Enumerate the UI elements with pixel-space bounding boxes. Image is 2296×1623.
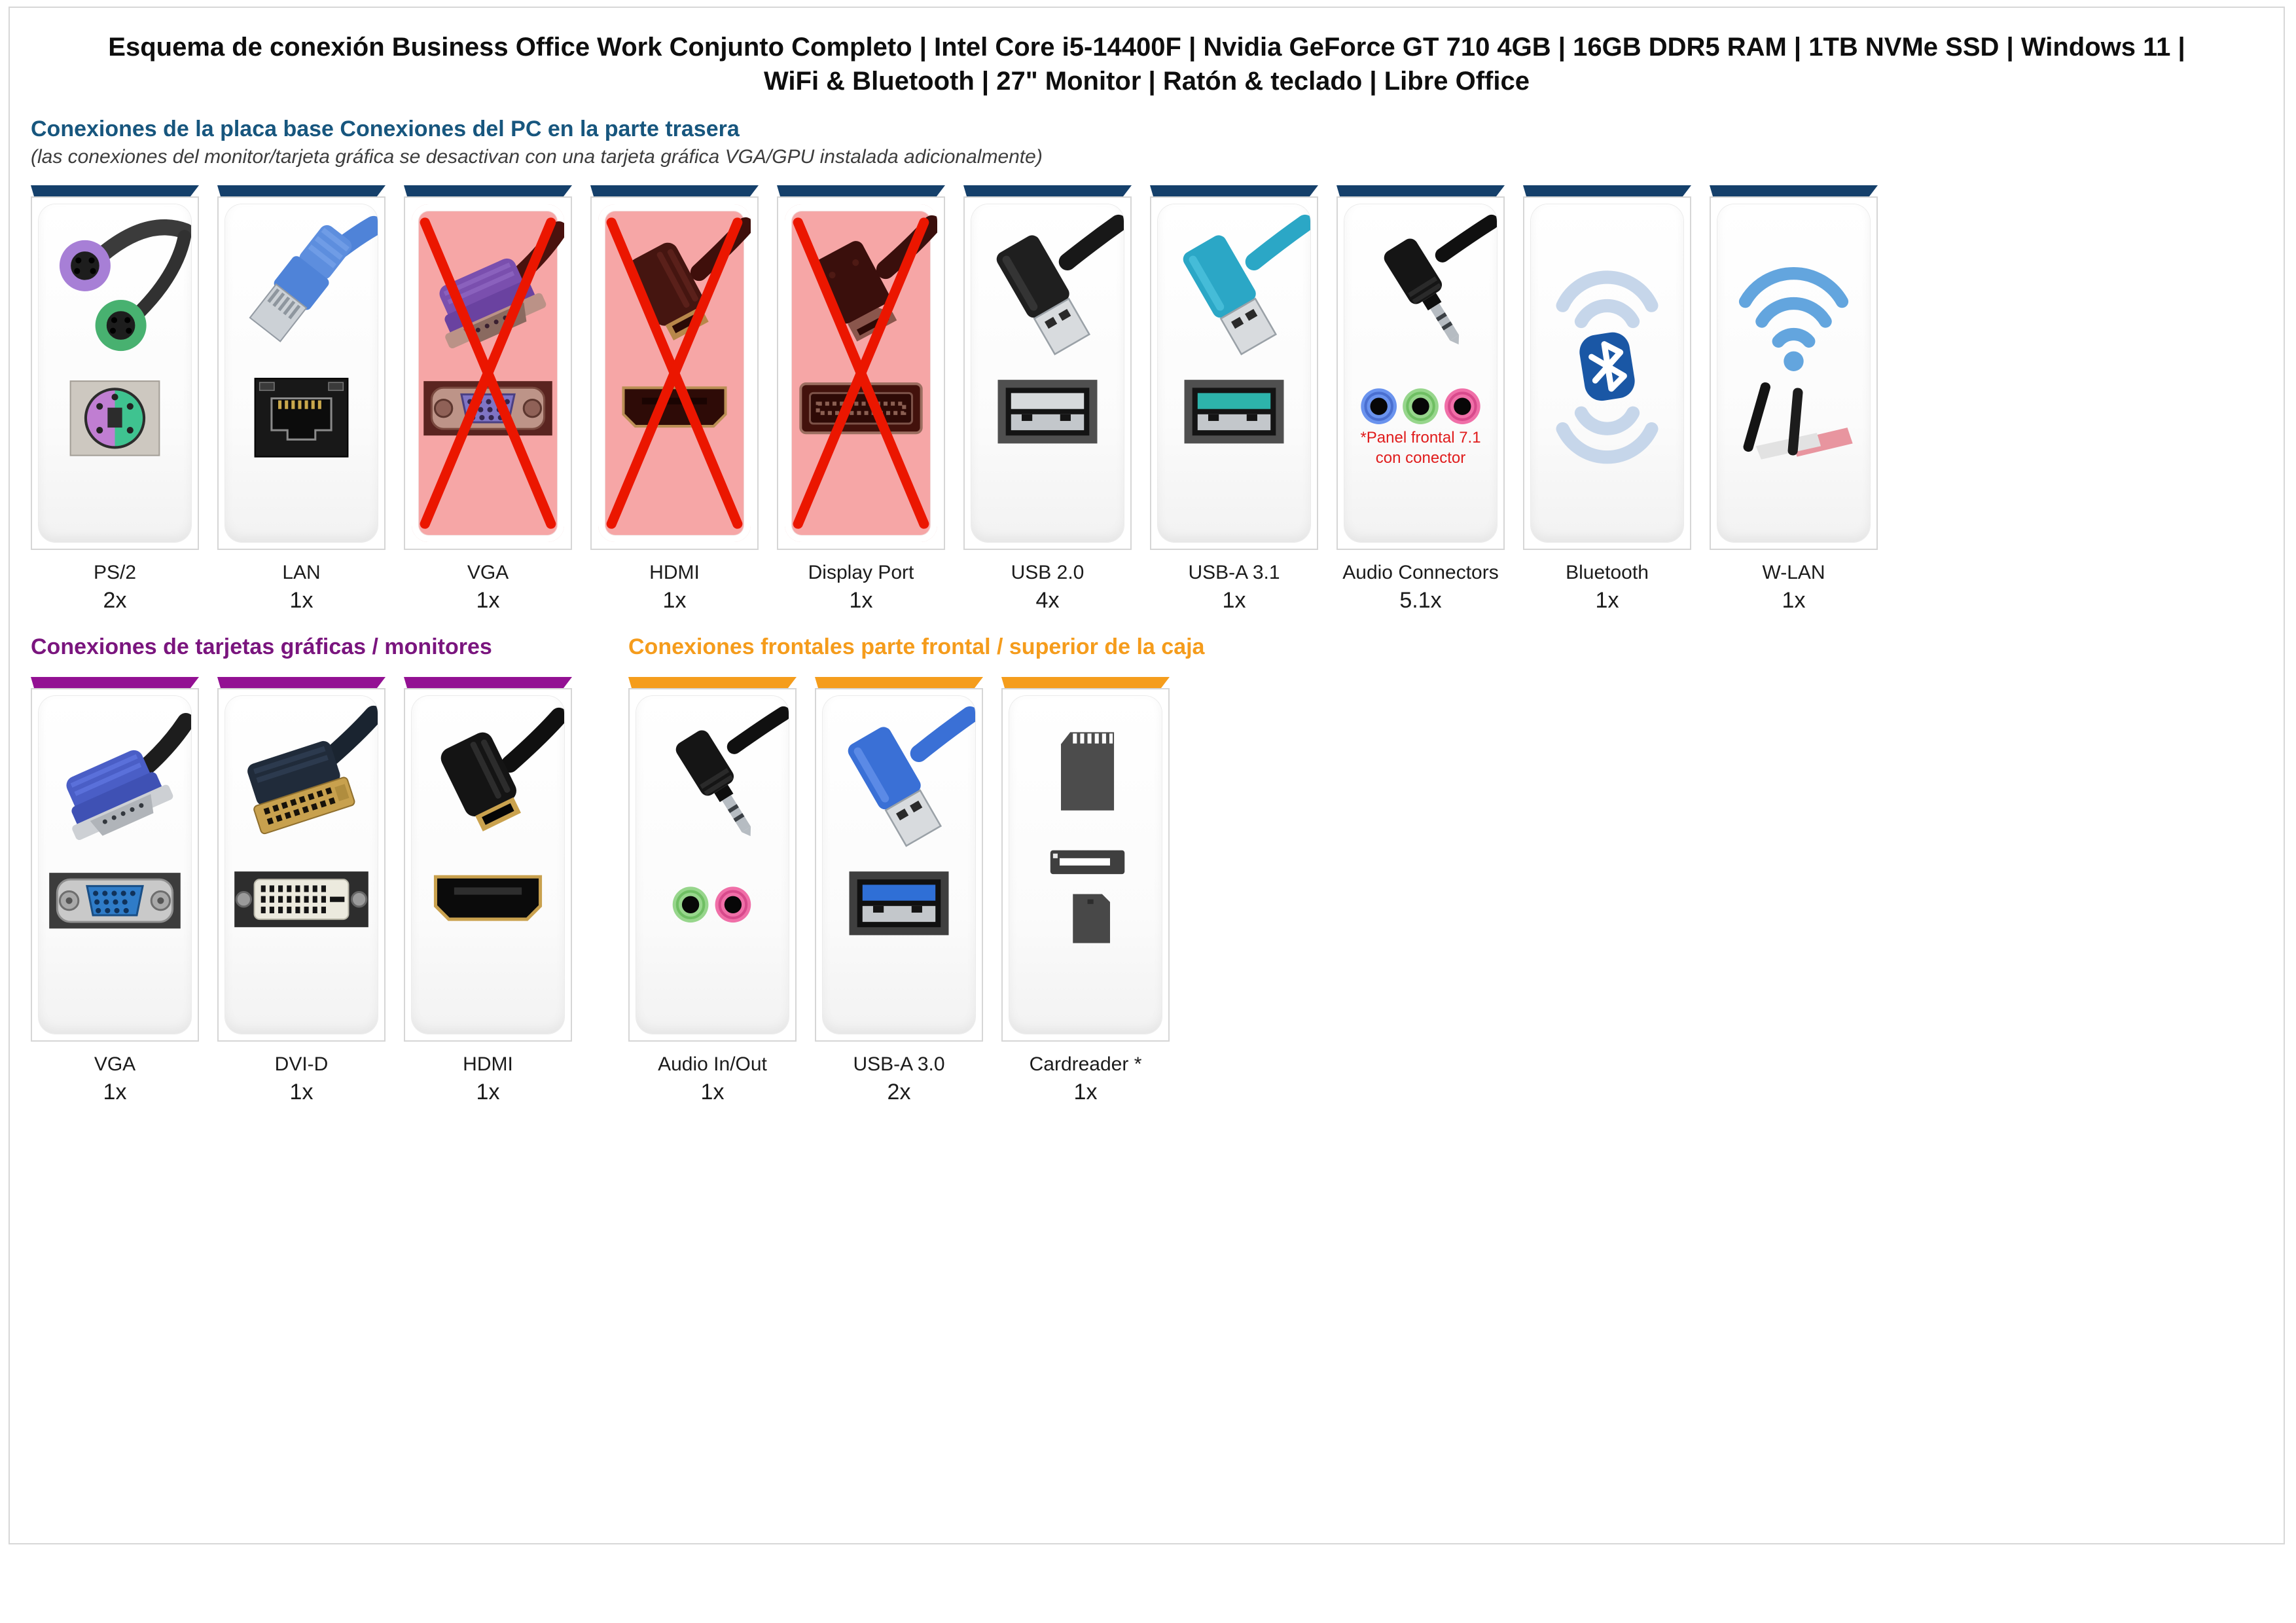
bluetooth-icon [1556, 270, 1659, 464]
front-connections-row: Audio In/Out 1x [628, 677, 1204, 1105]
vga-connector-icon [49, 713, 191, 929]
section-front: Conexiones frontales parte frontal / sup… [628, 634, 1204, 1105]
card-count: 1x [476, 588, 500, 613]
audio-jack-ports [672, 886, 751, 923]
card-count: 1x [289, 1080, 314, 1104]
accent-bar [777, 185, 945, 196]
disabled-cross-icon [420, 217, 556, 529]
card-label: Audio Connectors [1342, 562, 1499, 583]
card-label: USB 2.0 [1011, 562, 1085, 583]
audio-jack-icon [672, 706, 789, 923]
card-label: VGA [94, 1053, 136, 1075]
card-count: 1x [476, 1080, 500, 1104]
disabled-cross-icon [793, 217, 929, 529]
card-label: W-LAN [1762, 562, 1825, 583]
accent-bar [404, 677, 572, 688]
card-label: USB-A 3.0 [853, 1053, 945, 1075]
card-usb20: USB 2.0 4x [963, 185, 1132, 613]
card-count: 1x [289, 588, 314, 613]
card-hdmi-gpu: HDMI 1x [404, 677, 572, 1105]
accent-bar [1336, 185, 1505, 196]
card-audio-inout: Audio In/Out 1x [628, 677, 797, 1105]
accent-bar [1710, 185, 1878, 196]
audio-jack-icon [1361, 214, 1497, 425]
accent-bar [31, 677, 199, 688]
card-vga-gpu: VGA 1x [31, 677, 199, 1105]
card-label: PS/2 [93, 562, 137, 583]
section-gpu-heading: Conexiones de tarjetas gráficas / monito… [31, 634, 492, 659]
card-wlan: W-LAN 1x [1710, 185, 1878, 613]
card-dvid: DVI-D 1x [217, 677, 386, 1105]
card-label: DVI-D [274, 1053, 329, 1075]
accent-bar [217, 185, 386, 196]
card-label: VGA [467, 562, 509, 583]
card-count: 1x [849, 588, 873, 613]
accent-bar [628, 677, 797, 688]
accent-bar [31, 185, 199, 196]
disabled-cross-icon [606, 217, 743, 529]
hdmi-connector-icon [433, 707, 564, 921]
page-title: Esquema de conexión Business Office Work… [108, 33, 2185, 96]
card-vga-rear-disabled: VGA 1x [404, 185, 572, 613]
accent-bar [1150, 185, 1318, 196]
card-count: 1x [662, 588, 687, 613]
card-usba31: USB-A 3.1 1x [1150, 185, 1318, 613]
cardreader-icon [1050, 732, 1125, 943]
card-label: Display Port [808, 562, 914, 583]
audio-panel-note: *Panel frontal 7.1 con conector [1360, 428, 1481, 467]
wlan-antenna-icon [1743, 382, 1853, 460]
card-count: 2x [103, 588, 127, 613]
card-hdmi-rear-disabled: HDMI 1x [590, 185, 759, 613]
gpu-connections-row: VGA 1x [31, 677, 572, 1105]
accent-bar [963, 185, 1132, 196]
accent-bar [1523, 185, 1691, 196]
card-label: Audio In/Out [658, 1053, 767, 1075]
card-label: LAN [282, 562, 321, 583]
page-frame: Esquema de conexión Business Office Work… [9, 7, 2285, 1544]
card-bluetooth: Bluetooth 1x [1523, 185, 1691, 613]
card-displayport-disabled: Display Port 1x [777, 185, 945, 613]
lan-connector-icon [249, 215, 378, 458]
usb31-connector-icon [1183, 214, 1310, 444]
section-gpu: Conexiones de tarjetas gráficas / monito… [31, 634, 572, 1105]
card-ps2: PS/2 2x [31, 185, 199, 613]
card-count: 1x [1222, 588, 1246, 613]
card-count: 5.1x [1399, 588, 1442, 613]
card-label: HDMI [649, 562, 700, 583]
card-count: 1x [1073, 1080, 1098, 1104]
accent-bar [217, 677, 386, 688]
card-usba30: USB-A 3.0 2x [815, 677, 983, 1105]
card-count: 1x [700, 1080, 725, 1104]
wifi-icon [1738, 266, 1853, 460]
accent-bar [404, 185, 572, 196]
section-front-heading: Conexiones frontales parte frontal / sup… [628, 634, 1205, 659]
card-count: 2x [887, 1080, 911, 1104]
card-count: 4x [1035, 588, 1060, 613]
audio-jack-ports [1361, 388, 1480, 425]
accent-bar [590, 185, 759, 196]
accent-bar [815, 677, 983, 688]
section-rear-subheading: (las conexiones del monitor/tarjeta gráf… [31, 146, 1043, 168]
ps2-connector-icon [59, 219, 191, 456]
card-label: Bluetooth [1566, 562, 1649, 583]
section-rear-heading: Conexiones de la placa base Conexiones d… [31, 117, 740, 141]
card-label: Cardreader * [1029, 1053, 1142, 1075]
accent-bar [1001, 677, 1170, 688]
usb2-connector-icon [996, 214, 1124, 444]
card-cardreader: Cardreader * 1x [1001, 677, 1170, 1105]
card-count: 1x [1782, 588, 1806, 613]
card-audio-connectors: *Panel frontal 7.1 con conector Audio Co… [1336, 185, 1505, 613]
dvi-connector-icon [234, 705, 378, 928]
card-lan: LAN 1x [217, 185, 386, 613]
card-label: HDMI [463, 1053, 513, 1075]
card-count: 1x [103, 1080, 127, 1104]
displayport-connector-icon [799, 215, 937, 435]
usb3-connector-icon [848, 706, 975, 936]
rear-connections-row: PS/2 2x [31, 185, 2284, 613]
card-label: USB-A 3.1 [1188, 562, 1280, 583]
card-count: 1x [1595, 588, 1619, 613]
